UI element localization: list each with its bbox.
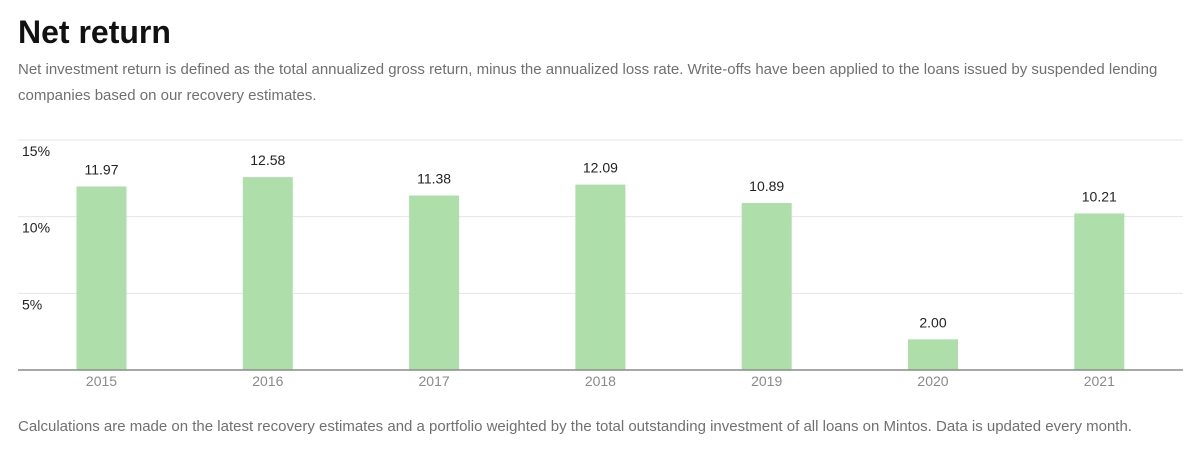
bar-2021 [1074, 213, 1125, 370]
chart-description: Net investment return is defined as the … [18, 61, 1158, 104]
bar-2019 [741, 203, 792, 370]
data-label-2016: 12.58 [250, 152, 285, 168]
y-tick-label-15: 15% [22, 143, 50, 159]
x-tick-label-2018: 2018 [585, 373, 616, 389]
x-tick-label-2016: 2016 [252, 373, 283, 389]
net-return-bar-chart: 5% 10% 15% 11.97 2015 12.58 2016 11.38 2017 12.09… [18, 139, 1183, 389]
x-tick-label-2021: 2021 [1084, 373, 1115, 389]
x-tick-label-2015: 2015 [86, 373, 117, 389]
bar-2020 [908, 339, 958, 370]
x-tick-label-2017: 2017 [419, 373, 450, 389]
bar-2017 [409, 195, 460, 370]
bar-2018 [575, 184, 626, 370]
data-label-2017: 11.38 [417, 171, 451, 187]
data-label-2019: 10.89 [749, 178, 784, 194]
page-title: Net return [18, 14, 171, 50]
data-label-2015: 11.97 [85, 161, 119, 177]
y-tick-label-10: 10% [22, 220, 50, 236]
bar-2016 [242, 177, 293, 370]
data-label-2021: 10.21 [1082, 188, 1117, 204]
chart-footnote: Calculations are made on the latest reco… [18, 418, 1132, 435]
x-tick-label-2020: 2020 [917, 373, 948, 389]
x-tick-label-2019: 2019 [751, 373, 782, 389]
data-label-2020: 2.00 [919, 314, 946, 330]
bar-2015 [76, 186, 127, 370]
y-tick-label-5: 5% [22, 296, 42, 312]
data-label-2018: 12.09 [583, 160, 618, 176]
